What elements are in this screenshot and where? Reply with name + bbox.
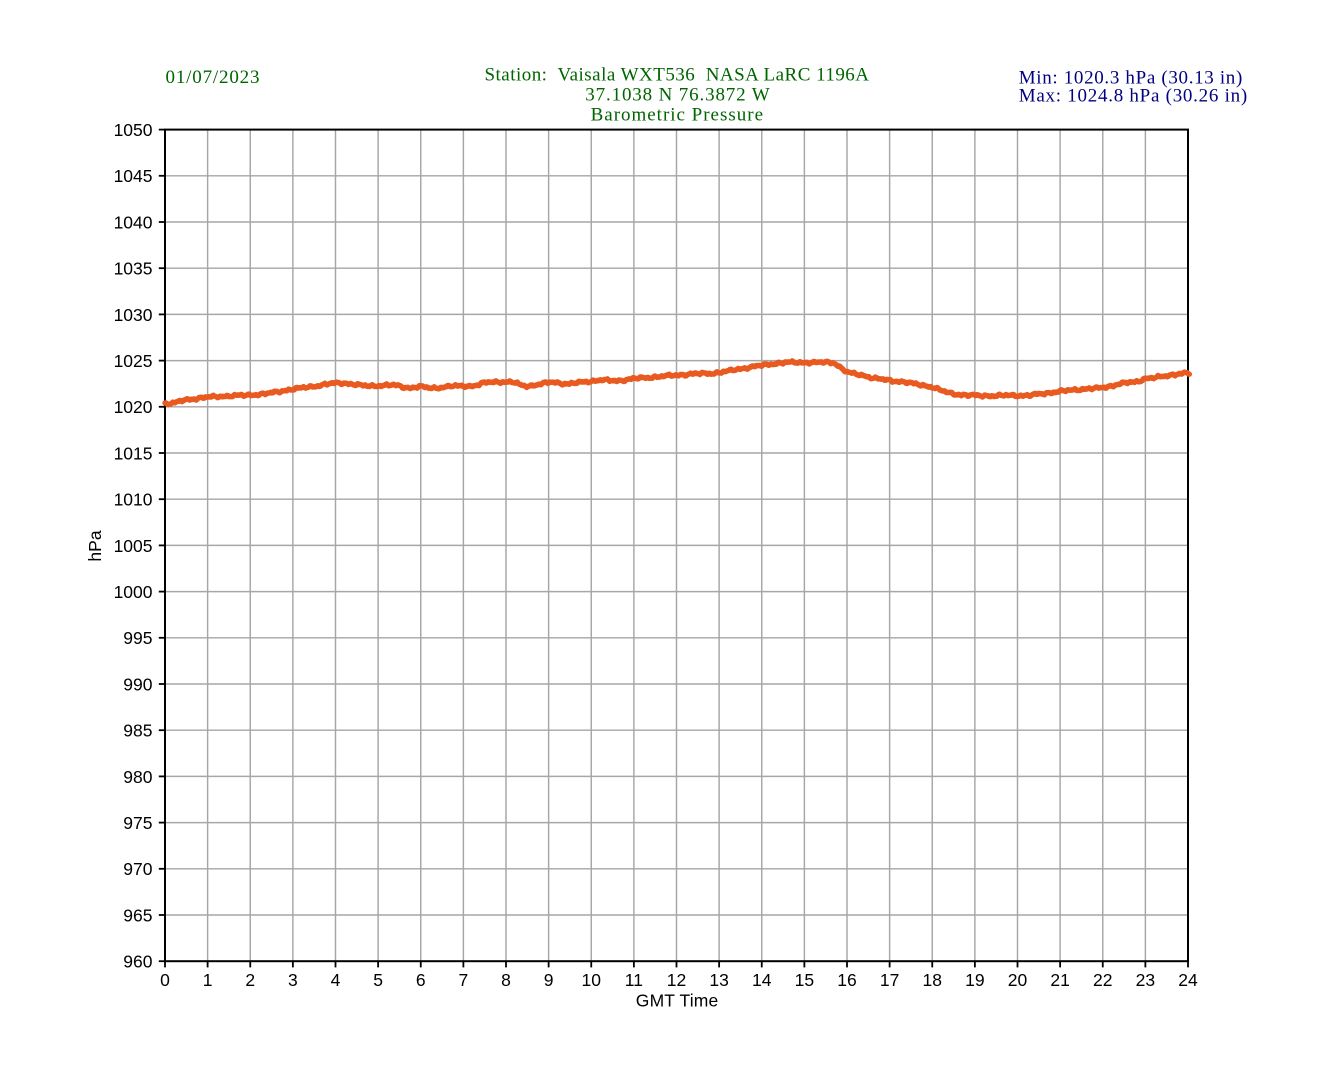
svg-text:24: 24 (1178, 970, 1198, 990)
svg-text:20: 20 (1008, 970, 1028, 990)
svg-text:1030: 1030 (114, 305, 153, 325)
svg-text:1010: 1010 (114, 490, 153, 510)
svg-text:5: 5 (373, 970, 383, 990)
svg-text:21: 21 (1050, 970, 1069, 990)
svg-text:12: 12 (667, 970, 686, 990)
svg-text:1000: 1000 (114, 582, 153, 602)
svg-text:18: 18 (923, 970, 942, 990)
svg-text:3: 3 (288, 970, 298, 990)
svg-text:2: 2 (245, 970, 255, 990)
svg-text:7: 7 (459, 970, 469, 990)
svg-text:37.1038 N 76.3872 W: 37.1038 N 76.3872 W (585, 85, 769, 106)
svg-text:Station: Vaisala WXT536 NASA: Station: Vaisala WXT536 NASA LaRC 1196A (485, 64, 870, 85)
svg-text:15: 15 (795, 970, 814, 990)
svg-text:0: 0 (160, 970, 170, 990)
svg-text:995: 995 (123, 628, 152, 648)
svg-text:19: 19 (965, 970, 984, 990)
svg-text:985: 985 (123, 721, 152, 741)
svg-text:1: 1 (203, 970, 213, 990)
svg-text:16: 16 (837, 970, 856, 990)
svg-text:01/07/2023: 01/07/2023 (166, 67, 260, 88)
svg-text:1045: 1045 (114, 166, 153, 186)
svg-text:13: 13 (709, 970, 728, 990)
svg-text:8: 8 (501, 970, 511, 990)
svg-text:11: 11 (625, 970, 643, 990)
svg-text:960: 960 (123, 952, 152, 972)
svg-text:1050: 1050 (114, 120, 153, 140)
svg-text:10: 10 (582, 970, 602, 990)
svg-text:9: 9 (544, 970, 554, 990)
svg-text:hPa: hPa (85, 530, 105, 561)
svg-text:1040: 1040 (114, 212, 153, 232)
svg-text:6: 6 (416, 970, 426, 990)
svg-text:970: 970 (123, 859, 152, 879)
svg-text:22: 22 (1093, 970, 1112, 990)
svg-text:GMT Time: GMT Time (636, 990, 718, 1010)
svg-text:1015: 1015 (114, 443, 153, 463)
svg-text:1020: 1020 (114, 397, 153, 417)
svg-text:Min: 1020.3 hPa (30.13 in): Min: 1020.3 hPa (30.13 in) (1019, 68, 1243, 89)
svg-text:980: 980 (123, 767, 152, 787)
svg-text:Barometric Pressure: Barometric Pressure (591, 105, 763, 126)
svg-text:23: 23 (1136, 970, 1155, 990)
svg-text:975: 975 (123, 813, 152, 833)
svg-text:4: 4 (331, 970, 341, 990)
svg-text:965: 965 (123, 905, 152, 925)
svg-text:990: 990 (123, 674, 152, 694)
svg-text:1035: 1035 (114, 259, 153, 279)
svg-text:Max: 1024.8 hPa (30.26 in): Max: 1024.8 hPa (30.26 in) (1019, 86, 1247, 107)
svg-text:14: 14 (752, 970, 772, 990)
svg-text:1005: 1005 (114, 536, 153, 556)
svg-text:1025: 1025 (114, 351, 153, 371)
svg-text:17: 17 (880, 970, 899, 990)
